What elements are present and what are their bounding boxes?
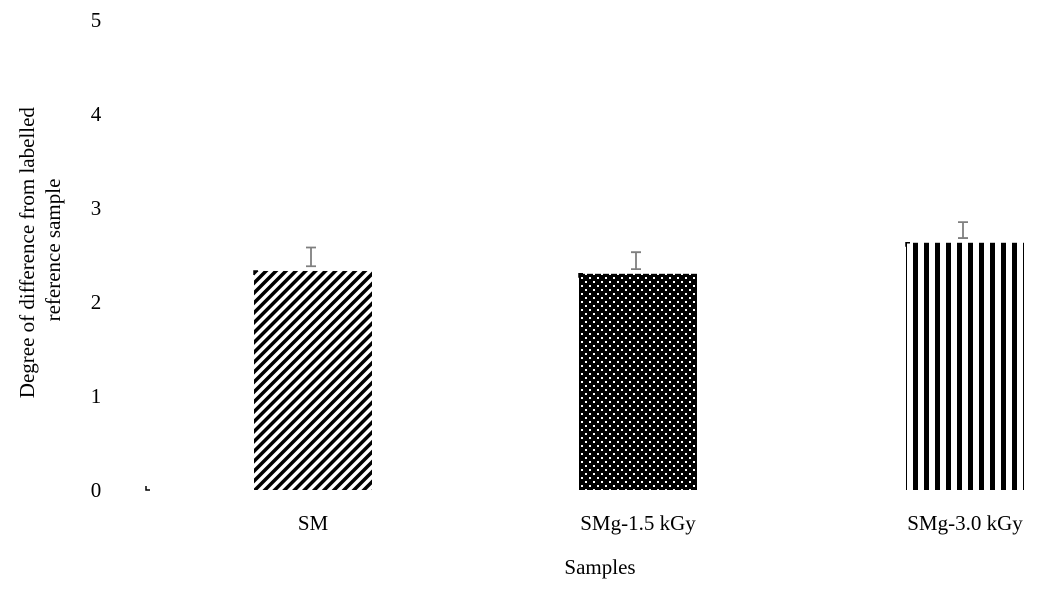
- y-axis-title-line-2: reference sample: [41, 179, 65, 322]
- y-tick-label-1: 1: [91, 384, 102, 408]
- y-tick-label-0: 0: [91, 478, 102, 502]
- error-bar-1: [306, 246, 316, 268]
- x-tick-label-2: SMg-1.5 kGy: [580, 511, 696, 535]
- y-tick-label-3: 3: [91, 196, 102, 220]
- bar-corner-mark-2: [578, 273, 583, 278]
- y-tick-label-2: 2: [91, 290, 102, 314]
- bar-corner-mark-1: [253, 270, 258, 275]
- x-tick-label-3: SMg-3.0 kGy: [907, 511, 1023, 535]
- bar-2: [579, 273, 697, 490]
- y-tick-label-4: 4: [91, 102, 102, 126]
- y-tick-label-5: 5: [91, 8, 102, 32]
- x-tick-label-1: SM: [298, 511, 329, 535]
- y-axis-title: Degree of difference from labelled refer…: [15, 102, 65, 398]
- bar-3: [906, 242, 1024, 490]
- bar-corner-mark-3: [905, 242, 910, 247]
- error-bars-group: [306, 221, 968, 270]
- bar-1: [254, 270, 372, 490]
- y-axis-ticks: 0 1 2 3 4 5: [91, 8, 102, 502]
- y-axis-title-line-1: Degree of difference from labelled: [15, 107, 39, 399]
- error-bar-3: [958, 221, 968, 239]
- origin-mark: [145, 486, 150, 491]
- x-axis-title: Samples: [564, 555, 635, 579]
- bars-group: [253, 242, 1024, 490]
- x-axis-ticks: SM SMg-1.5 kGy SMg-3.0 kGy: [298, 511, 1023, 535]
- error-bar-2: [631, 251, 641, 270]
